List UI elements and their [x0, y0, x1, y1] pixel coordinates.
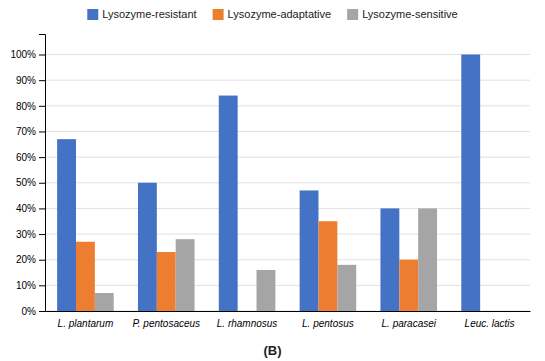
x-tick: L. plantarum [58, 318, 114, 329]
x-axis: L. plantarum P. pentosaceus L. rhamnosus L.… [46, 312, 531, 330]
y-tick-label: 10% [16, 280, 36, 291]
legend-item: Lysozyme-resistant [87, 8, 196, 20]
x-tick-label: Leuc. lactis [465, 318, 515, 329]
grid [45, 55, 530, 311]
legend-swatch [347, 9, 358, 20]
legend-swatch [87, 9, 98, 20]
y-tick-label: 90% [16, 75, 36, 86]
x-tick: L. rhamnosus [217, 318, 278, 329]
bar [499, 311, 518, 312]
bar-series [95, 208, 437, 311]
y-tick: 40% [16, 203, 45, 214]
y-tick-label: 80% [16, 101, 36, 112]
grid-line [45, 208, 530, 209]
x-tick-label: L. plantarum [58, 318, 114, 329]
y-tick-mark [39, 285, 45, 286]
grid-line [45, 54, 530, 55]
bar [480, 311, 499, 312]
x-axis-line [46, 311, 531, 312]
bar [76, 242, 95, 311]
chart: 0% 10% 20% 30% 40% 50% 60% 70% 80% 90% 100% L. plan… [0, 0, 545, 361]
y-tick-mark [39, 311, 45, 312]
y-tick: 10% [16, 280, 45, 291]
y-tick-label: 30% [16, 229, 36, 240]
y-tick-label: 20% [16, 254, 36, 265]
y-tick: 30% [16, 229, 45, 240]
grid-line [45, 259, 530, 260]
bar [337, 265, 356, 311]
bar [318, 221, 337, 311]
x-tick: L. paracasei [382, 318, 437, 329]
y-axis: 0% 10% 20% 30% 40% 50% 60% 70% 80% 90% 100% [10, 35, 45, 317]
grid-line [45, 311, 530, 312]
y-tick-label: 70% [16, 126, 36, 137]
y-tick-mark [39, 183, 45, 184]
grid-line [45, 105, 530, 106]
grid-line [45, 131, 530, 132]
legend-label: Lysozyme-sensitive [362, 8, 458, 20]
legend: Lysozyme-resistant Lysozyme-adaptative Lys… [87, 8, 457, 20]
x-tick: L. pentosus [302, 318, 354, 329]
y-tick-label: 60% [16, 152, 36, 163]
grid-line [45, 182, 530, 183]
x-tick-label: P. pentosaceus [132, 318, 200, 329]
bar [257, 270, 276, 311]
legend-item: Lysozyme-adaptative [213, 8, 332, 20]
y-tick: 60% [16, 152, 45, 163]
y-tick-label: 50% [16, 177, 36, 188]
y-tick: 70% [16, 126, 45, 137]
legend-item: Lysozyme-sensitive [347, 8, 458, 20]
y-tick: 80% [16, 101, 45, 112]
x-tick: Leuc. lactis [465, 318, 515, 329]
y-tick-mark [39, 106, 45, 107]
bar [57, 139, 76, 311]
x-tick-label: L. paracasei [382, 318, 437, 329]
x-tick-label: L. pentosus [302, 318, 354, 329]
plot: 0% 10% 20% 30% 40% 50% 60% 70% 80% 90% 100% L. plan… [10, 35, 530, 330]
grid-line [45, 234, 530, 235]
legend-label: Lysozyme-adaptative [228, 8, 332, 20]
grid-line [45, 157, 530, 158]
y-tick-mark [39, 80, 45, 81]
bar [399, 260, 418, 311]
bar [95, 293, 114, 311]
grid-line [45, 80, 530, 81]
bar [219, 96, 238, 311]
y-tick-mark [39, 260, 45, 261]
bar [418, 208, 437, 311]
bar [380, 208, 399, 311]
y-tick-mark [39, 208, 45, 209]
y-tick-mark [39, 157, 45, 158]
bar [300, 190, 319, 311]
bar [157, 252, 176, 311]
y-tick-mark [39, 55, 45, 56]
bar-series [57, 55, 480, 311]
y-axis-line [39, 35, 46, 312]
bar [176, 239, 195, 311]
y-tick-label: 100% [10, 49, 36, 60]
bar [138, 183, 157, 311]
y-tick: 20% [16, 254, 45, 265]
y-tick: 0% [22, 306, 45, 317]
annotation: (B) [263, 343, 281, 358]
legend-swatch [213, 9, 224, 20]
y-tick-label: 40% [16, 203, 36, 214]
y-tick-label: 0% [22, 306, 37, 317]
y-tick: 100% [10, 49, 45, 60]
bars [57, 55, 480, 311]
y-tick-mark [39, 131, 45, 132]
bar [461, 55, 480, 311]
y-tick: 90% [16, 75, 45, 86]
grid-line [45, 285, 530, 286]
bar-series [76, 221, 418, 311]
x-tick: P. pentosaceus [132, 318, 200, 329]
y-tick-mark [39, 234, 45, 235]
bar [238, 311, 257, 312]
y-tick: 50% [16, 177, 45, 188]
x-tick-label: L. rhamnosus [217, 318, 278, 329]
legend-label: Lysozyme-resistant [102, 8, 196, 20]
